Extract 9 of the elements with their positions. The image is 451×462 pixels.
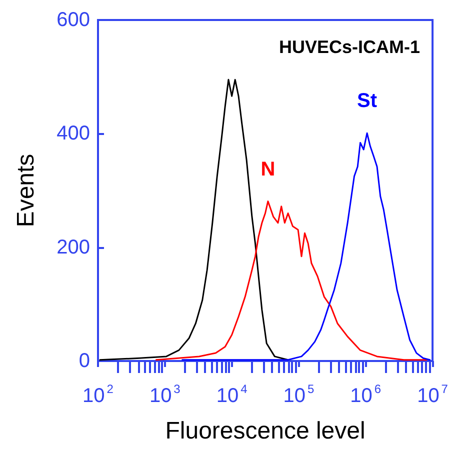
- series-label: N: [260, 158, 276, 180]
- y-tick-label: 200: [56, 236, 90, 258]
- y-tick-label: 600: [56, 9, 90, 31]
- annotation: HUVECs-ICAM-1: [278, 37, 420, 57]
- y-axis-title: Events: [12, 154, 40, 228]
- x-axis-title: Fluorescence level: [165, 418, 366, 444]
- y-tick-label: 0: [78, 350, 90, 372]
- y-tick-label: 400: [56, 122, 90, 145]
- series-label: St: [357, 90, 378, 112]
